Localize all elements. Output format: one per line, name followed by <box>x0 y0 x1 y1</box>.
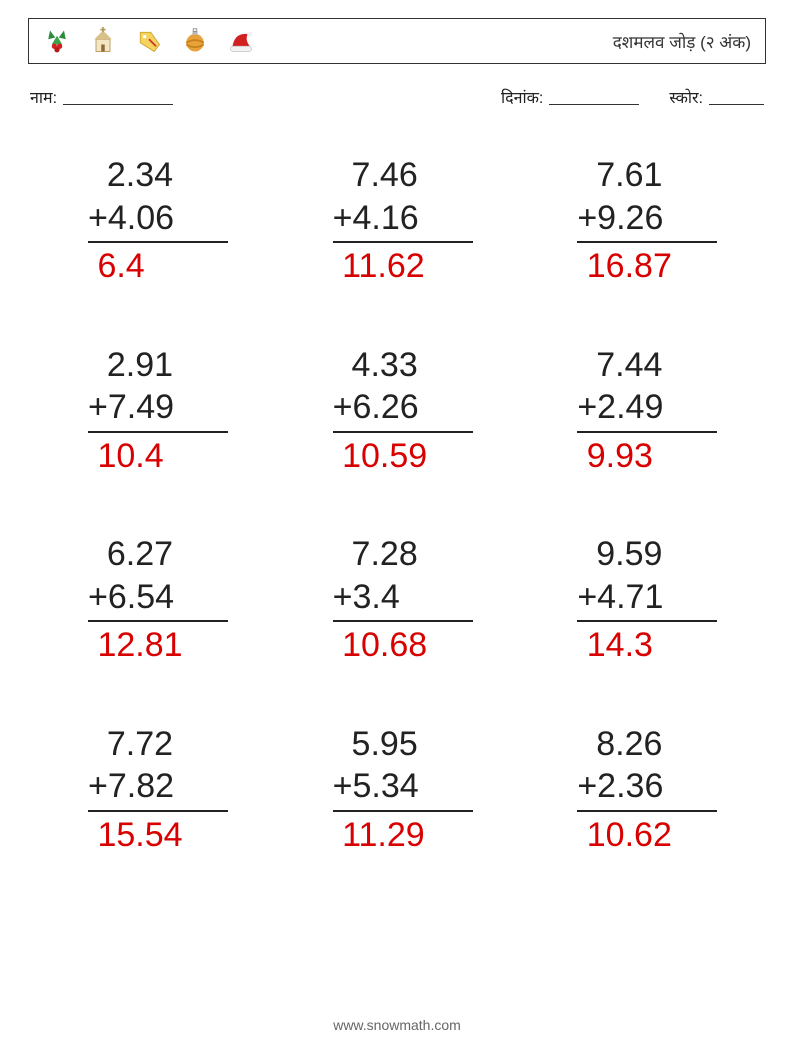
problem: 7.61+9.26 16.87 <box>577 154 732 288</box>
holly-icon <box>43 27 71 55</box>
sum-rule <box>88 241 228 243</box>
score-label: स्कोर: <box>669 86 703 108</box>
addend-bottom: +4.06 <box>88 197 243 240</box>
addend-top: 7.72 <box>88 723 243 766</box>
answer: 12.81 <box>88 624 243 667</box>
problem: 9.59+4.71 14.3 <box>577 533 732 667</box>
addend-bottom: +9.26 <box>577 197 732 240</box>
answer: 11.62 <box>333 245 488 288</box>
answer: 10.4 <box>88 435 243 478</box>
addend-top: 8.26 <box>577 723 732 766</box>
problems-grid: 2.34+4.06 6.4 7.46+4.16 11.62 7.61+9.26 … <box>28 154 766 856</box>
sum-rule <box>577 241 717 243</box>
answer: 9.93 <box>577 435 732 478</box>
sum-rule <box>333 241 473 243</box>
answer: 6.4 <box>88 245 243 288</box>
problem: 7.72+7.82 15.54 <box>88 723 243 857</box>
addend-bottom: +6.54 <box>88 576 243 619</box>
footer-url: www.snowmath.com <box>0 1017 794 1033</box>
addend-bottom: +7.49 <box>88 386 243 429</box>
addend-bottom: +2.49 <box>577 386 732 429</box>
addend-bottom: +2.36 <box>577 765 732 808</box>
meta-row: नाम: दिनांक: स्कोर: <box>28 86 766 108</box>
santa-hat-icon <box>227 27 255 55</box>
date-blank[interactable] <box>549 86 639 105</box>
addend-bottom: +4.16 <box>333 197 488 240</box>
sum-rule <box>88 620 228 622</box>
problem: 2.91+7.49 10.4 <box>88 344 243 478</box>
answer: 11.29 <box>333 814 488 857</box>
sum-rule <box>577 620 717 622</box>
church-icon <box>89 27 117 55</box>
date-label: दिनांक: <box>501 86 543 108</box>
header-box: दशमलव जोड़ (२ अंक) <box>28 18 766 64</box>
addend-bottom: +4.71 <box>577 576 732 619</box>
sum-rule <box>88 431 228 433</box>
answer: 14.3 <box>577 624 732 667</box>
problem: 5.95+5.34 11.29 <box>333 723 488 857</box>
sum-rule <box>577 431 717 433</box>
addend-top: 4.33 <box>333 344 488 387</box>
problem: 6.27+6.54 12.81 <box>88 533 243 667</box>
answer: 10.62 <box>577 814 732 857</box>
addend-top: 2.91 <box>88 344 243 387</box>
addend-top: 7.46 <box>333 154 488 197</box>
problem: 7.46+4.16 11.62 <box>333 154 488 288</box>
addend-bottom: +3.4 <box>333 576 488 619</box>
sum-rule <box>333 620 473 622</box>
answer: 10.68 <box>333 624 488 667</box>
sum-rule <box>88 810 228 812</box>
name-label: नाम: <box>30 86 57 108</box>
addend-top: 6.27 <box>88 533 243 576</box>
sum-rule <box>333 810 473 812</box>
sum-rule <box>577 810 717 812</box>
answer: 16.87 <box>577 245 732 288</box>
addend-top: 9.59 <box>577 533 732 576</box>
problem: 2.34+4.06 6.4 <box>88 154 243 288</box>
problem: 7.44+2.49 9.93 <box>577 344 732 478</box>
addend-top: 5.95 <box>333 723 488 766</box>
answer: 10.59 <box>333 435 488 478</box>
addend-top: 7.28 <box>333 533 488 576</box>
name-blank[interactable] <box>63 86 173 105</box>
problem: 4.33+6.26 10.59 <box>333 344 488 478</box>
tag-icon <box>135 27 163 55</box>
addend-bottom: +7.82 <box>88 765 243 808</box>
addend-top: 7.61 <box>577 154 732 197</box>
sum-rule <box>333 431 473 433</box>
addend-top: 2.34 <box>88 154 243 197</box>
name-field: नाम: <box>30 86 173 108</box>
ornament-icon <box>181 27 209 55</box>
problem: 8.26+2.36 10.62 <box>577 723 732 857</box>
answer: 15.54 <box>88 814 243 857</box>
problem: 7.28+3.4 10.68 <box>333 533 488 667</box>
addend-bottom: +5.34 <box>333 765 488 808</box>
worksheet-title: दशमलव जोड़ (२ अंक) <box>613 30 751 53</box>
addend-bottom: +6.26 <box>333 386 488 429</box>
header-icons <box>43 27 255 55</box>
worksheet-page: दशमलव जोड़ (२ अंक) नाम: दिनांक: स्कोर: 2… <box>0 0 794 1053</box>
score-blank[interactable] <box>709 86 764 105</box>
addend-top: 7.44 <box>577 344 732 387</box>
